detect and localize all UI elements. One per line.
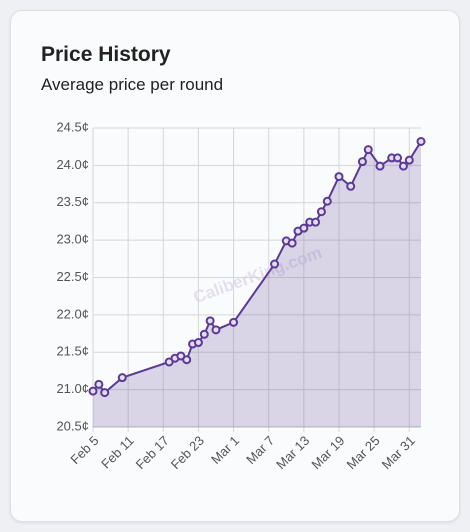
y-tick-label: 22.5¢ xyxy=(56,269,89,284)
point xyxy=(205,316,215,326)
y-tick-label: 21.5¢ xyxy=(56,344,89,359)
point xyxy=(88,386,98,396)
point xyxy=(299,223,309,233)
y-tick-label: 22.0¢ xyxy=(56,306,89,321)
chart-title: Price History xyxy=(41,43,171,66)
y-tick-label: 23.0¢ xyxy=(56,232,89,247)
point xyxy=(193,338,203,348)
point xyxy=(346,181,356,191)
point xyxy=(199,329,209,339)
y-tick-label: 21.0¢ xyxy=(56,381,89,396)
point xyxy=(100,388,110,398)
point xyxy=(117,373,127,383)
point xyxy=(334,172,344,182)
point xyxy=(316,207,326,217)
point xyxy=(416,136,426,146)
card: Price History Average price per round xyxy=(10,10,460,522)
x-tick-label: Mar 19 xyxy=(308,433,347,472)
x-tick-label: Mar 25 xyxy=(343,433,382,472)
point xyxy=(311,217,321,227)
point xyxy=(211,325,221,335)
x-tick-label: Feb 17 xyxy=(133,433,172,472)
y-tick-label: 24.5¢ xyxy=(56,119,89,134)
point xyxy=(393,153,403,163)
point xyxy=(182,355,192,365)
y-tick-label: 20.5¢ xyxy=(56,418,89,433)
x-tick-label: Mar 1 xyxy=(208,433,242,467)
x-tick-label: Mar 31 xyxy=(379,433,418,472)
point xyxy=(270,259,280,269)
x-tick-label: Feb 23 xyxy=(168,433,207,472)
point xyxy=(363,145,373,155)
point xyxy=(375,161,385,171)
point xyxy=(398,161,408,171)
y-tick-label: 24.0¢ xyxy=(56,157,89,172)
area xyxy=(93,141,421,427)
x-tick-label: Mar 7 xyxy=(243,433,277,467)
chart-subtitle: Average price per round xyxy=(41,75,224,94)
point xyxy=(287,238,297,248)
point xyxy=(322,196,332,206)
x-tick-label: Feb 5 xyxy=(67,433,101,467)
x-tick-label: Mar 13 xyxy=(273,433,312,472)
x-tick-label: Feb 11 xyxy=(98,433,137,472)
point xyxy=(357,157,367,167)
point xyxy=(404,155,414,165)
point xyxy=(94,379,104,389)
y-tick-label: 23.5¢ xyxy=(56,194,89,209)
point xyxy=(229,317,239,327)
